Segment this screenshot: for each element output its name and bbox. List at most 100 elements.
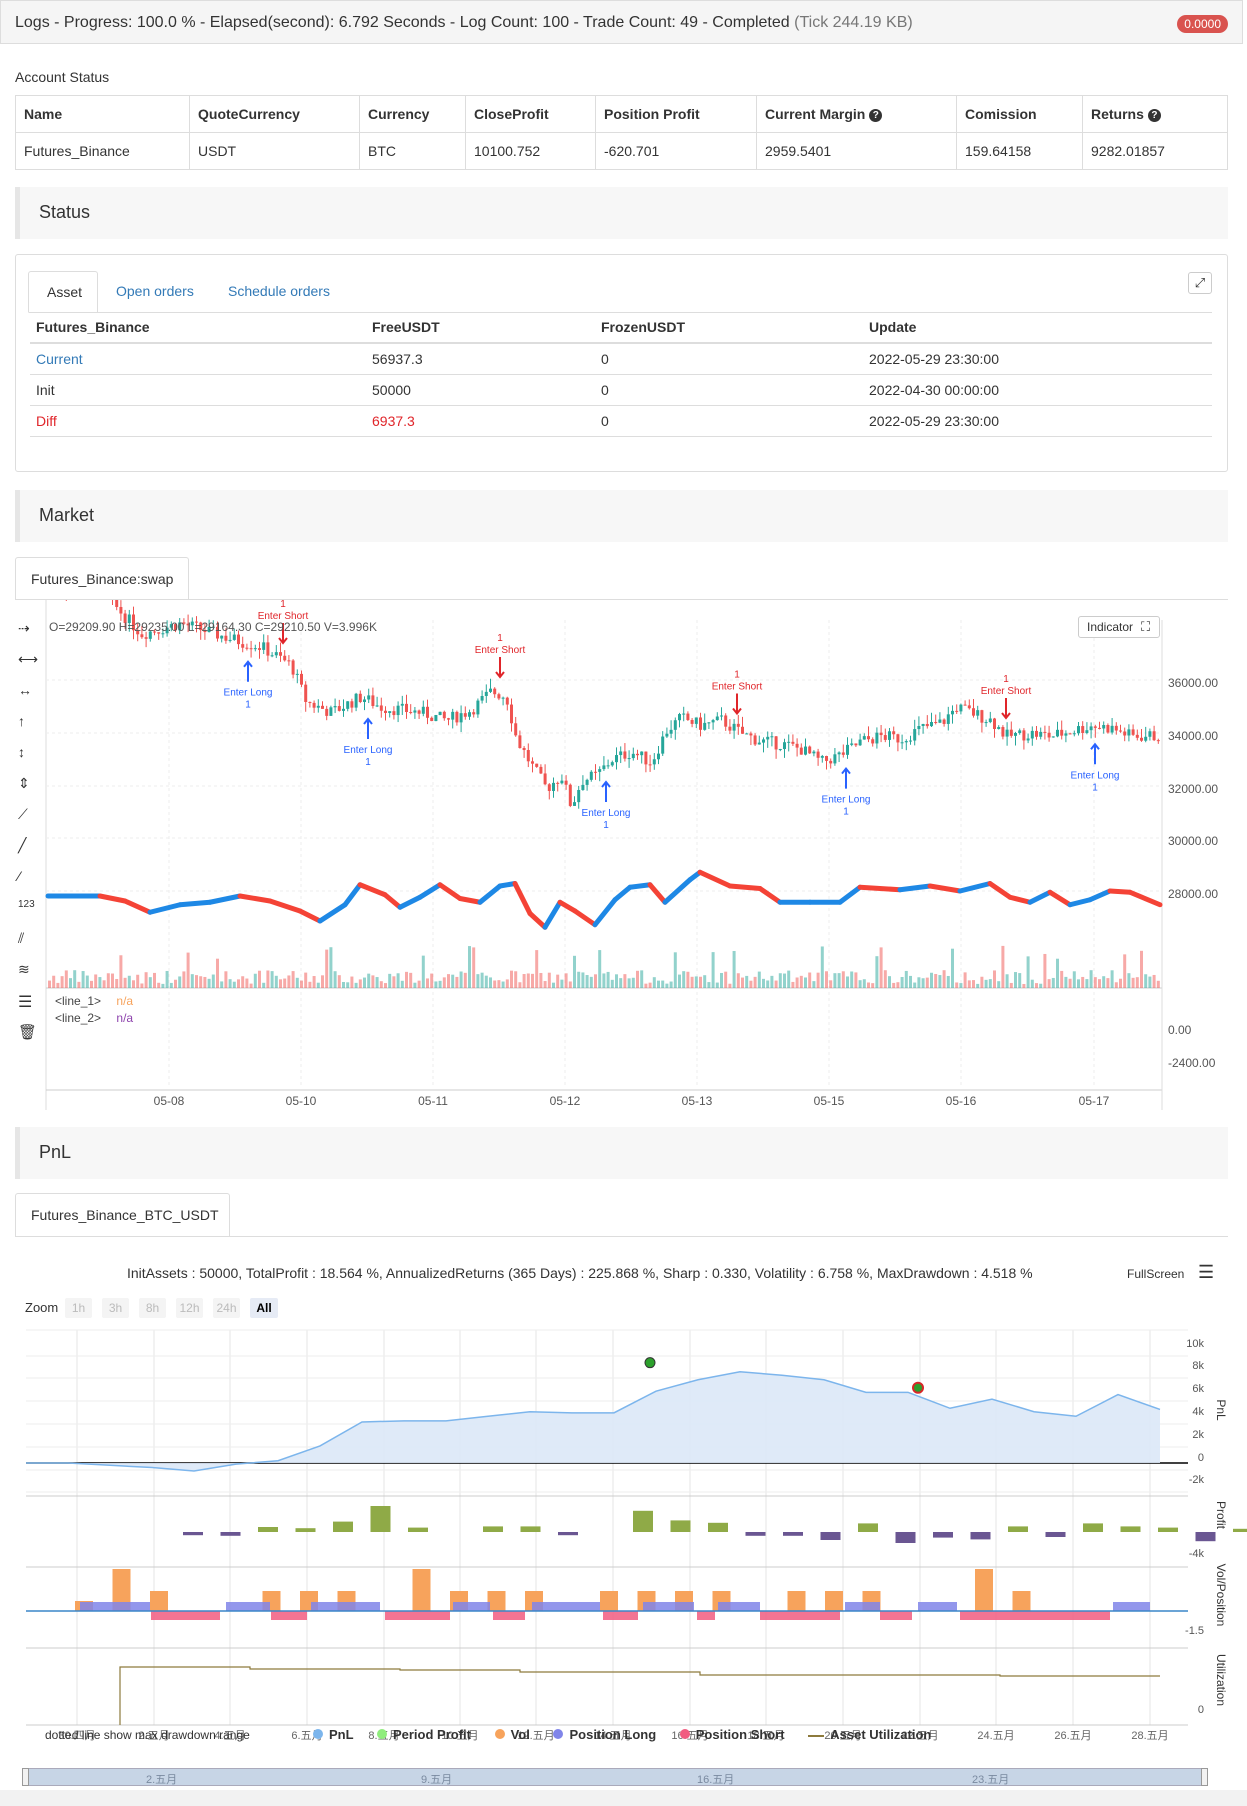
- candle-body: [778, 749, 782, 751]
- volume-bar: [1081, 976, 1085, 988]
- volume-bar: [111, 973, 114, 988]
- volume-bar: [400, 980, 404, 988]
- candle-body: [476, 700, 480, 715]
- tab-pnl-symbol[interactable]: Futures_Binance_BTC_USDT: [15, 1193, 230, 1237]
- indicator-button[interactable]: Indicator ⛶: [1078, 616, 1160, 638]
- fib-icon[interactable]: ≋: [18, 961, 30, 977]
- indicator-line-segment: [647, 882, 668, 905]
- candle-body: [346, 701, 350, 709]
- indicator-line-segment: [1127, 889, 1163, 908]
- legend-vol[interactable]: Vol: [494, 1727, 530, 1742]
- candle-body: [253, 648, 257, 650]
- tab-schedule-orders[interactable]: Schedule orders: [228, 283, 330, 299]
- candle-body: [325, 708, 329, 716]
- parallel-channel-icon[interactable]: ⫽: [18, 930, 25, 946]
- candle-body: [430, 717, 434, 722]
- period-profit-bar: [333, 1521, 353, 1532]
- zoom-12h-button[interactable]: 12h: [176, 1298, 203, 1318]
- candle-body: [741, 726, 744, 734]
- navigator-left-handle[interactable]: [22, 1768, 29, 1786]
- signal-qty-label: 1: [1003, 674, 1009, 685]
- volume-bar: [1022, 983, 1026, 988]
- menu-icon[interactable]: ☰: [1198, 1262, 1215, 1282]
- volume-bar: [1035, 983, 1038, 988]
- volume-bar: [493, 980, 497, 988]
- tab-divider: [15, 599, 1228, 600]
- navigator-right-handle[interactable]: [1201, 1768, 1208, 1786]
- price-label-icon[interactable]: 123: [18, 899, 35, 910]
- candle-body: [711, 720, 715, 723]
- trash-icon[interactable]: 🗑: [18, 1024, 38, 1041]
- vertical-line-icon[interactable]: ↕: [18, 744, 25, 760]
- candle-body: [585, 779, 589, 785]
- expand-icon[interactable]: ⤢: [1188, 272, 1212, 294]
- volume-bar: [879, 947, 883, 988]
- zoom-all-button[interactable]: All: [250, 1298, 278, 1318]
- legend-asset-utilization[interactable]: Asset Utilization: [808, 1727, 931, 1742]
- row-current-link[interactable]: Current: [30, 343, 366, 375]
- price-tick-label: 32000.00: [1168, 782, 1218, 796]
- volume-bar: [392, 976, 396, 988]
- settings-list-icon[interactable]: ☰: [18, 994, 33, 1011]
- horizontal-line-icon[interactable]: ⟷: [18, 651, 39, 667]
- horizontal-ray-icon[interactable]: ⇢: [18, 620, 30, 636]
- ray-line-icon[interactable]: ╱: [18, 837, 27, 853]
- col-comission: Comission: [956, 95, 1083, 133]
- volume-bar: [81, 971, 85, 988]
- candle-body: [783, 742, 786, 750]
- volume-bar: [228, 979, 232, 988]
- legend-position-long[interactable]: Position Long: [553, 1727, 656, 1742]
- fullscreen-icon[interactable]: ⛶: [1141, 619, 1151, 634]
- indicator-line-segment: [857, 884, 903, 893]
- legend-pnl[interactable]: PnL: [313, 1727, 353, 1742]
- vol-bar: [825, 1591, 843, 1611]
- candle-body: [1106, 725, 1110, 733]
- help-icon[interactable]: ?: [869, 108, 883, 122]
- volume-bar: [543, 981, 547, 988]
- candle-body: [846, 744, 849, 755]
- trend-line-icon[interactable]: ⟋: [18, 806, 28, 822]
- fullscreen-button[interactable]: FullScreen: [1127, 1267, 1185, 1281]
- volume-bar: [232, 981, 236, 988]
- legend-period-profit[interactable]: Period Profit: [376, 1727, 471, 1742]
- col-currency: Currency: [359, 95, 466, 133]
- candle-body: [606, 765, 610, 767]
- volume-bar: [442, 977, 446, 988]
- candle-body: [157, 632, 161, 634]
- tab-market-symbol[interactable]: Futures_Binance:swap: [15, 557, 189, 600]
- vertical-segment-icon[interactable]: ⇕: [18, 775, 30, 791]
- volume-bar: [220, 981, 224, 988]
- tab-asset[interactable]: Asset: [28, 271, 98, 313]
- zoom-24h-button[interactable]: 24h: [213, 1298, 240, 1318]
- candle-body: [816, 751, 820, 758]
- zoom-8h-button[interactable]: 8h: [139, 1298, 166, 1318]
- navigator-scrollbar[interactable]: [0, 1790, 1247, 1806]
- help-icon[interactable]: ?: [1147, 108, 1161, 122]
- legend-position-short[interactable]: Position Short: [679, 1727, 785, 1742]
- navigator-range[interactable]: [25, 1768, 1206, 1786]
- volume-bar: [946, 975, 950, 988]
- candle-body: [774, 736, 778, 750]
- account-status-label: Account Status: [15, 69, 110, 85]
- volume-bar: [1127, 973, 1131, 988]
- position-short-bar: [385, 1611, 450, 1620]
- date-tick-label: 05-17: [1079, 1094, 1110, 1108]
- pnl-chart[interactable]: 30.四月2.五月4.五月6.五月8.五月10.五月12.五月14.五月16.五…: [0, 1320, 1247, 1806]
- pnl-section-header: PnL: [15, 1127, 1228, 1179]
- vertical-ray-icon[interactable]: ↑: [18, 713, 25, 729]
- volume-bar: [1135, 977, 1139, 988]
- horizontal-segment-icon[interactable]: ↔: [18, 682, 32, 698]
- candle-body: [501, 697, 505, 699]
- tab-open-orders[interactable]: Open orders: [116, 283, 194, 299]
- zoom-3h-button[interactable]: 3h: [102, 1298, 129, 1318]
- volume-bar: [463, 972, 467, 988]
- volume-bar: [816, 972, 820, 988]
- volume-bar: [203, 976, 207, 988]
- zoom-1h-button[interactable]: 1h: [65, 1298, 92, 1318]
- signal-qty-label: 1: [280, 600, 286, 610]
- candle-body: [930, 721, 933, 727]
- volume-bar: [699, 976, 702, 988]
- extended-line-icon[interactable]: ⁄: [18, 868, 21, 884]
- pnl-line: [26, 1371, 1161, 1472]
